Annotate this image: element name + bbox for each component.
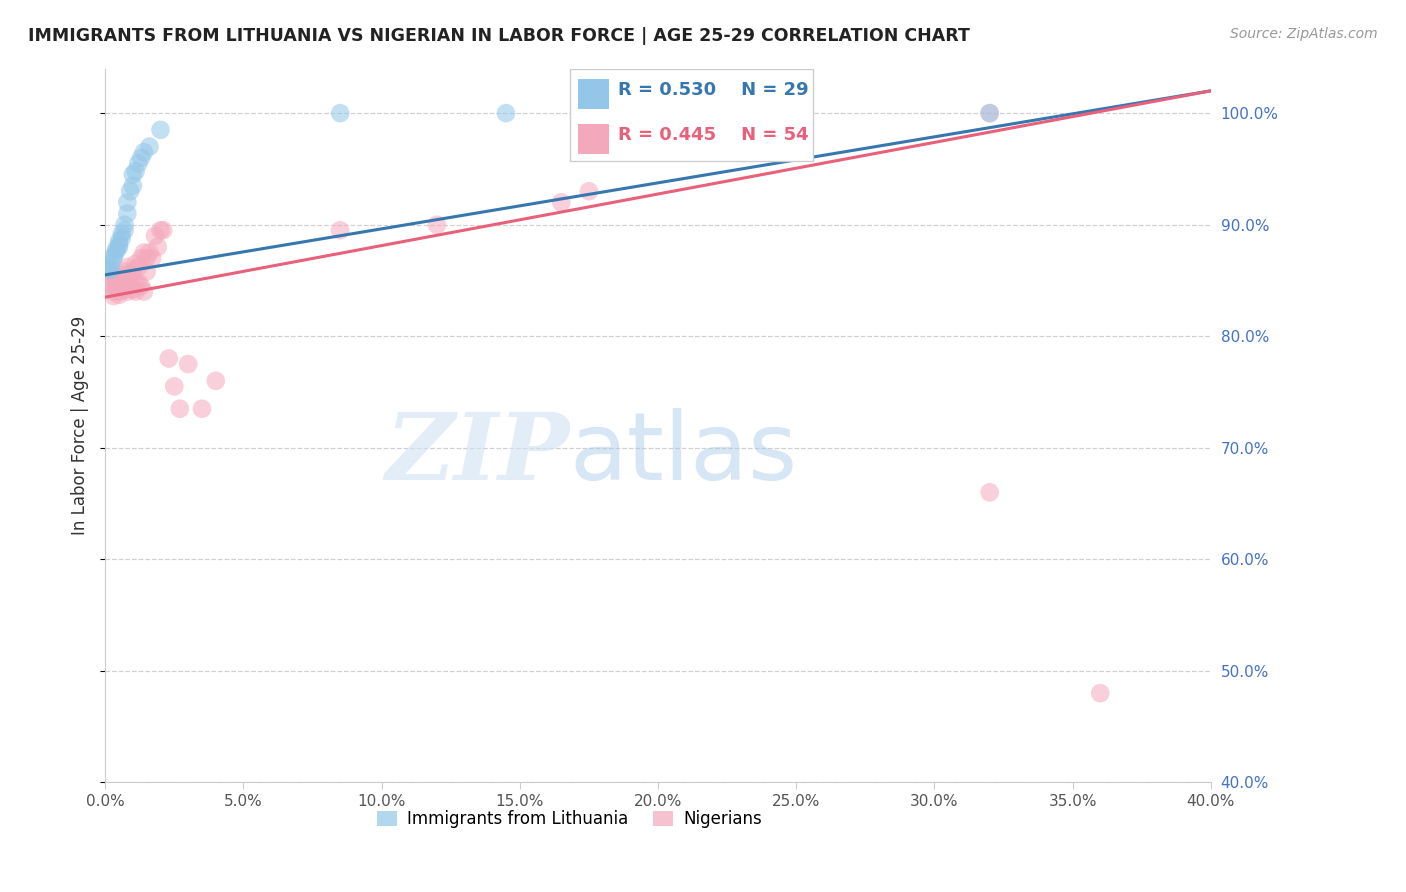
Point: [120, 276, 142, 290]
Point: [121, 264, 143, 278]
Point: [121, 168, 143, 182]
Point: [177, 357, 200, 371]
FancyBboxPatch shape: [578, 79, 609, 110]
Point: [138, 139, 160, 153]
Point: [426, 218, 449, 232]
Point: [120, 268, 142, 282]
Point: [121, 178, 143, 193]
Point: [100, 279, 122, 293]
Point: [135, 251, 157, 265]
Point: [169, 401, 191, 416]
Point: [979, 106, 1001, 120]
FancyBboxPatch shape: [569, 69, 813, 161]
Point: [129, 151, 152, 165]
Point: [100, 276, 122, 290]
Text: atlas: atlas: [569, 408, 797, 500]
Point: [105, 273, 128, 287]
Point: [143, 228, 166, 243]
Point: [117, 285, 139, 299]
Point: [105, 279, 128, 293]
FancyBboxPatch shape: [578, 124, 609, 154]
Point: [149, 223, 172, 237]
Point: [329, 106, 352, 120]
Point: [108, 237, 131, 252]
Point: [114, 223, 136, 237]
Point: [105, 242, 128, 256]
Point: [97, 264, 120, 278]
Point: [132, 285, 155, 299]
Point: [111, 231, 134, 245]
Point: [111, 280, 134, 294]
Point: [117, 206, 139, 220]
Point: [111, 276, 134, 290]
Point: [100, 257, 122, 271]
Point: [1090, 686, 1112, 700]
Point: [135, 264, 157, 278]
Point: [108, 288, 131, 302]
Text: Source: ZipAtlas.com: Source: ZipAtlas.com: [1230, 27, 1378, 41]
Point: [121, 282, 143, 296]
Point: [97, 260, 120, 274]
Point: [120, 184, 142, 198]
Point: [146, 240, 169, 254]
Point: [979, 106, 1001, 120]
Point: [550, 195, 572, 210]
Point: [103, 285, 125, 299]
Point: [163, 379, 186, 393]
Point: [103, 289, 125, 303]
Point: [111, 227, 134, 241]
Point: [100, 262, 122, 277]
Y-axis label: In Labor Force | Age 25-29: In Labor Force | Age 25-29: [72, 316, 89, 535]
Point: [124, 164, 146, 178]
Point: [97, 262, 120, 277]
Point: [979, 485, 1001, 500]
Point: [129, 279, 152, 293]
Point: [108, 240, 131, 254]
Point: [132, 145, 155, 160]
Point: [124, 285, 146, 299]
Point: [97, 262, 120, 277]
Point: [141, 251, 163, 265]
Point: [105, 244, 128, 259]
Point: [495, 106, 517, 120]
Point: [129, 251, 152, 265]
Point: [329, 223, 352, 237]
Point: [191, 401, 214, 416]
Text: R = 0.530    N = 29: R = 0.530 N = 29: [619, 81, 808, 99]
Point: [103, 249, 125, 263]
Point: [204, 374, 226, 388]
Point: [108, 271, 131, 285]
Point: [111, 268, 134, 282]
Point: [132, 245, 155, 260]
Point: [114, 282, 136, 296]
Point: [127, 156, 149, 170]
Point: [108, 285, 131, 299]
Point: [124, 257, 146, 271]
Point: [157, 351, 180, 366]
Point: [117, 260, 139, 274]
Point: [108, 235, 131, 249]
Point: [127, 276, 149, 290]
Legend: Immigrants from Lithuania, Nigerians: Immigrants from Lithuania, Nigerians: [370, 804, 769, 835]
Point: [152, 223, 174, 237]
Point: [578, 184, 600, 198]
Point: [114, 264, 136, 278]
Point: [149, 123, 172, 137]
Point: [105, 276, 128, 290]
Point: [103, 251, 125, 265]
Point: [127, 260, 149, 274]
Point: [124, 276, 146, 290]
Point: [117, 195, 139, 210]
Text: IMMIGRANTS FROM LITHUANIA VS NIGERIAN IN LABOR FORCE | AGE 25-29 CORRELATION CHA: IMMIGRANTS FROM LITHUANIA VS NIGERIAN IN…: [28, 27, 970, 45]
Text: ZIP: ZIP: [385, 409, 569, 499]
Point: [138, 245, 160, 260]
Point: [117, 279, 139, 293]
Point: [114, 218, 136, 232]
Text: R = 0.445    N = 54: R = 0.445 N = 54: [619, 127, 808, 145]
